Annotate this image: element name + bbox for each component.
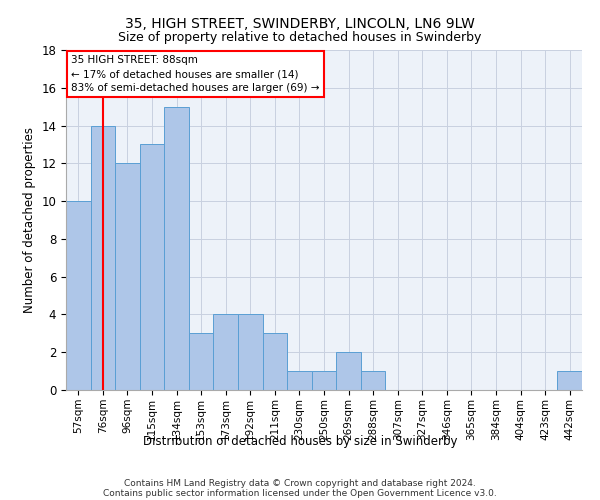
Text: 35 HIGH STREET: 88sqm
← 17% of detached houses are smaller (14)
83% of semi-deta: 35 HIGH STREET: 88sqm ← 17% of detached … xyxy=(71,55,320,93)
Bar xyxy=(361,371,385,390)
Bar xyxy=(214,314,238,390)
Bar xyxy=(287,371,312,390)
Bar xyxy=(557,371,582,390)
Text: Contains HM Land Registry data © Crown copyright and database right 2024.: Contains HM Land Registry data © Crown c… xyxy=(124,478,476,488)
Bar xyxy=(164,106,189,390)
Text: Contains public sector information licensed under the Open Government Licence v3: Contains public sector information licen… xyxy=(103,488,497,498)
Bar xyxy=(238,314,263,390)
Text: Size of property relative to detached houses in Swinderby: Size of property relative to detached ho… xyxy=(118,31,482,44)
Bar xyxy=(115,164,140,390)
Bar xyxy=(336,352,361,390)
Bar xyxy=(91,126,115,390)
Text: Distribution of detached houses by size in Swinderby: Distribution of detached houses by size … xyxy=(143,435,457,448)
Bar xyxy=(66,201,91,390)
Text: 35, HIGH STREET, SWINDERBY, LINCOLN, LN6 9LW: 35, HIGH STREET, SWINDERBY, LINCOLN, LN6… xyxy=(125,18,475,32)
Y-axis label: Number of detached properties: Number of detached properties xyxy=(23,127,36,313)
Bar xyxy=(189,334,214,390)
Bar xyxy=(263,334,287,390)
Bar xyxy=(312,371,336,390)
Bar xyxy=(140,144,164,390)
